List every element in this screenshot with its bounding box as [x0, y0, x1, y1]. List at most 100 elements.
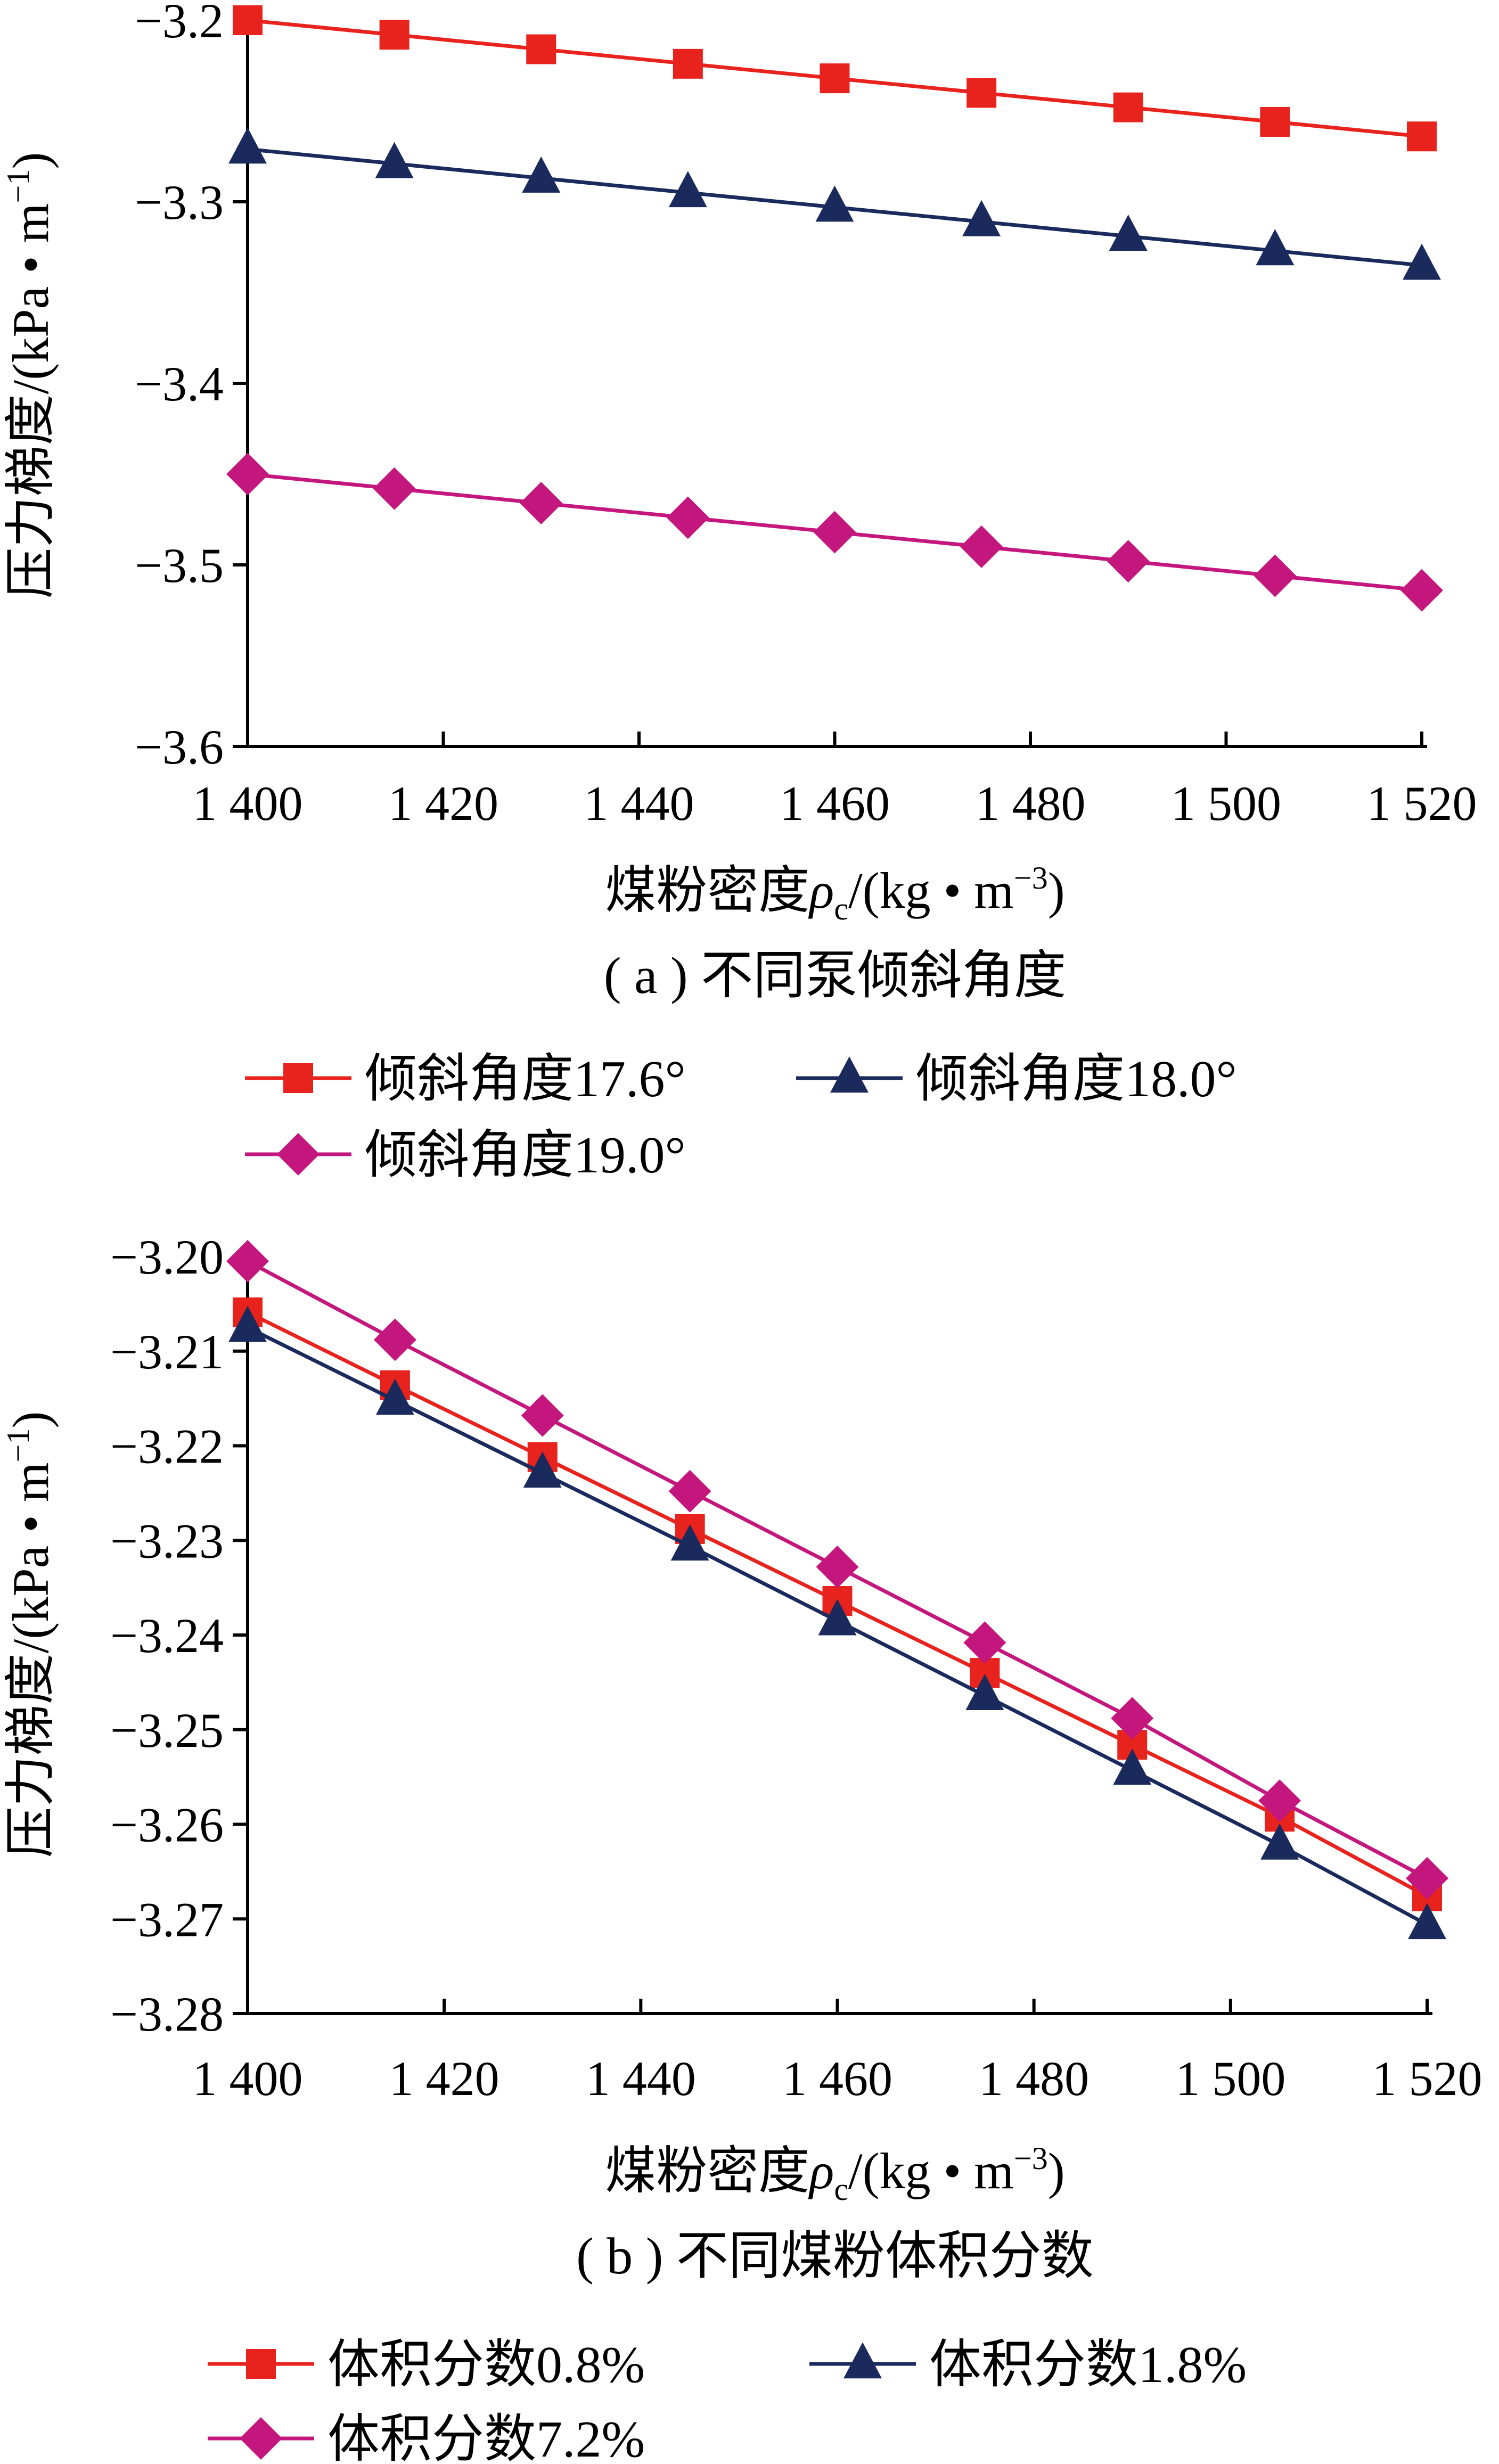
- y-tick-label: −3.4: [135, 357, 224, 411]
- x-axis-label-symbol: ρ: [808, 862, 834, 919]
- y-tick-label: −3.28: [110, 1987, 224, 2041]
- data-point: [668, 1469, 711, 1513]
- y-axis-label-exp: −1: [1, 169, 36, 203]
- chart-panel-b: −3.20 −3.21 −3.22 −3.23 −3.24 −3.25 −3.26 −3.27…: [1, 1230, 1482, 2464]
- x-tick-label: 1 460: [780, 776, 890, 831]
- legend-label: 体积分数1.8%: [929, 2336, 1247, 2394]
- y-tick-label: −3.3: [135, 175, 224, 229]
- y-axis-label-text: 压力梯度/(kPa • m: [2, 1462, 59, 1858]
- x-axis-label: 煤粉密度ρc/(kg • m−3): [605, 2141, 1064, 2207]
- x-tick-label: 1 480: [979, 2051, 1089, 2106]
- data-point: [1107, 540, 1150, 583]
- x-tick-label: 1 420: [389, 2051, 499, 2106]
- series-2: [228, 1305, 1446, 1940]
- data-point: [521, 1394, 564, 1437]
- data-point: [1111, 1697, 1154, 1740]
- data-point: [1113, 1748, 1152, 1785]
- legend: 倾斜角度17.6° 倾斜角度18.0° 倾斜角度19.0°: [245, 1050, 1237, 1184]
- x-tick-label: 1 520: [1372, 2051, 1482, 2106]
- x-axis-label-close: ): [1048, 2142, 1065, 2199]
- data-point: [965, 1673, 1004, 1710]
- data-point: [813, 511, 856, 554]
- x-axis-label: 煤粉密度ρc/(kg • m−3): [605, 860, 1064, 926]
- data-point: [1109, 214, 1148, 251]
- x-axis-label-exp: −3: [1014, 860, 1048, 896]
- chart-caption: ( a ) 不同泵倾斜角度: [604, 947, 1066, 1005]
- data-point: [523, 1451, 562, 1488]
- data-point: [963, 1621, 1006, 1664]
- x-tick-label: 1 520: [1367, 776, 1477, 831]
- data-point: [226, 453, 269, 496]
- data-point: [816, 1546, 859, 1589]
- data-point: [666, 496, 709, 539]
- data-point: [818, 1599, 857, 1636]
- data-point: [522, 156, 561, 193]
- x-axis-label-text: 煤粉密度: [605, 2142, 809, 2199]
- data-point: [962, 200, 1001, 236]
- x-tick-label: 1 440: [586, 2051, 696, 2106]
- data-point: [226, 1239, 269, 1283]
- y-axis-label: 压力梯度/(kPa • m−1): [1, 1411, 59, 1858]
- y-tick-label: −3.2: [135, 0, 224, 48]
- data-point: [820, 63, 850, 94]
- legend-label: 倾斜角度18.0°: [916, 1050, 1237, 1108]
- data-point: [228, 1305, 267, 1342]
- data-point: [379, 20, 409, 50]
- data-point: [815, 185, 854, 222]
- x-axis-label-sub: c: [834, 2172, 848, 2207]
- legend-marker: [843, 2342, 882, 2379]
- data-point: [228, 127, 267, 164]
- data-point: [520, 482, 563, 525]
- x-tick-label: 1 460: [782, 2051, 892, 2106]
- x-tick-label: 1 480: [976, 776, 1086, 831]
- x-axis-label-text: 煤粉密度: [605, 862, 809, 919]
- legend-marker: [830, 1056, 869, 1093]
- series-1: [233, 5, 1437, 152]
- y-tick-label: −3.20: [110, 1230, 224, 1284]
- x-tick-label: 1 420: [388, 776, 498, 831]
- legend-item: 体积分数1.8%: [809, 2336, 1247, 2394]
- chart-caption: ( b ) 不同煤粉体积分数: [576, 2228, 1094, 2285]
- x-axis-label-close: ): [1048, 862, 1065, 919]
- x-tick-label: 1 400: [193, 2051, 303, 2106]
- data-point: [668, 171, 707, 208]
- data-point: [1258, 1779, 1301, 1822]
- data-point: [960, 525, 1003, 568]
- data-point: [1260, 1823, 1299, 1860]
- data-point: [966, 78, 997, 108]
- legend-marker: [277, 1133, 320, 1176]
- data-point: [1254, 554, 1297, 597]
- data-point: [673, 48, 703, 79]
- data-point: [373, 1318, 416, 1361]
- legend-label: 体积分数0.8%: [327, 2336, 645, 2394]
- x-tick-label: 1 500: [1175, 2051, 1285, 2106]
- x-axis-label-unit: /(kg • m: [848, 2142, 1014, 2199]
- x-tick-label: 1 400: [193, 776, 303, 831]
- data-point: [1256, 229, 1295, 266]
- y-tick-label: −3.26: [110, 1798, 224, 1852]
- y-tick-label: −3.25: [110, 1703, 224, 1757]
- y-tick-label: −3.23: [110, 1514, 224, 1568]
- x-tick-label: 1 440: [584, 776, 694, 831]
- data-point: [1408, 1903, 1446, 1940]
- data-point: [1113, 92, 1143, 122]
- y-axis-label: 压力梯度/(kPa • m−1): [1, 152, 59, 599]
- chart-panel-a: −3.2 −3.3 −3.4 −3.5 −3.61 400 1 420 1 440 1 460…: [1, 0, 1477, 1184]
- x-axis-label-sub: c: [834, 891, 848, 926]
- data-point: [1400, 569, 1443, 612]
- data-point: [375, 142, 414, 178]
- legend-item: 倾斜角度19.0°: [245, 1127, 686, 1184]
- y-tick-label: −3.5: [135, 538, 224, 593]
- y-axis-label-close: ): [2, 152, 59, 169]
- data-point: [1406, 1857, 1448, 1900]
- x-axis-label-unit: /(kg • m: [848, 862, 1014, 919]
- legend: 体积分数0.8% 体积分数1.8% 体积分数7.2%: [208, 2336, 1247, 2464]
- y-tick-label: −3.22: [110, 1419, 224, 1474]
- y-tick-label: −3.24: [110, 1608, 224, 1663]
- series-3: [226, 1239, 1448, 1900]
- y-axis-label-text: 压力梯度/(kPa • m: [2, 203, 59, 598]
- series-2: [228, 127, 1441, 280]
- y-tick-label: −3.21: [110, 1325, 224, 1379]
- legend-label: 倾斜角度19.0°: [365, 1127, 686, 1184]
